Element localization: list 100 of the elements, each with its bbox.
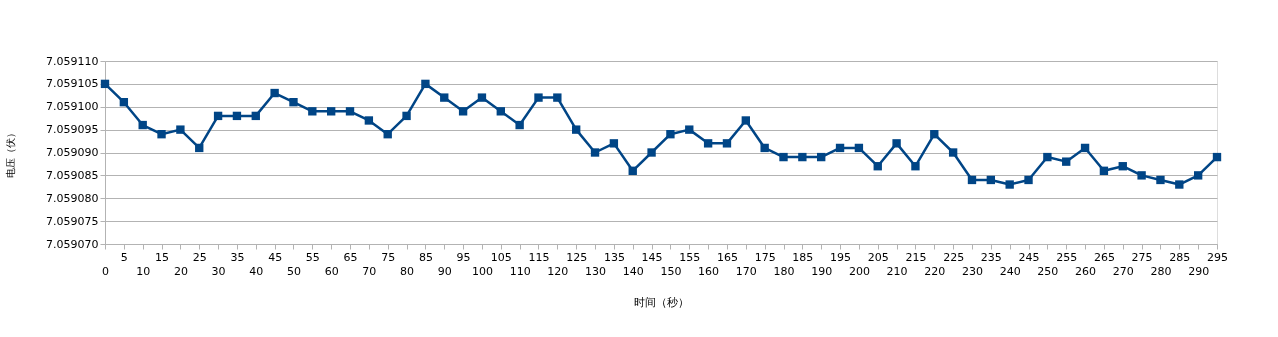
x-tick-label: 250 [1037, 264, 1059, 278]
x-tick-label: 125 [566, 250, 588, 264]
point [1156, 175, 1165, 185]
point [628, 166, 637, 175]
point [609, 139, 619, 148]
point [873, 162, 882, 171]
point [496, 107, 505, 116]
x-tick-label: 50 [286, 264, 301, 278]
x-tick-label: 35 [230, 250, 245, 264]
point [741, 116, 750, 125]
x-tick-label: 55 [305, 250, 320, 264]
x-tick-label: 180 [773, 264, 795, 278]
point [948, 148, 958, 157]
point [1062, 157, 1071, 166]
point [798, 152, 807, 162]
y-tick-label: 7.059070 [46, 237, 99, 251]
x-tick-label: 275 [1131, 250, 1153, 264]
point [326, 107, 336, 116]
x-tick-label: 220 [924, 264, 946, 278]
point [722, 139, 732, 148]
point [967, 175, 977, 185]
x-tick-label: 225 [943, 250, 965, 264]
x-tick-label: 265 [1093, 250, 1115, 264]
point [119, 97, 129, 107]
point [100, 79, 110, 89]
x-tick-label: 290 [1188, 264, 1210, 278]
x-tick-label: 95 [456, 250, 471, 264]
x-tick-label: 185 [792, 250, 814, 264]
x-tick-label: 155 [679, 250, 701, 264]
point [1043, 152, 1052, 162]
x-tick-label: 170 [735, 264, 757, 278]
y-axis-title: 电压（伏） [5, 128, 17, 178]
x-tick-label: 135 [603, 250, 625, 264]
point [1212, 152, 1222, 162]
point [232, 111, 242, 121]
x-tick-label: 115 [528, 250, 550, 264]
point [553, 93, 562, 102]
x-tick-label: 120 [547, 264, 569, 278]
x-tick-label: 195 [830, 250, 852, 264]
point [986, 175, 996, 185]
point [176, 125, 185, 134]
x-tick-label: 270 [1112, 264, 1134, 278]
x-tick-label: 25 [192, 250, 207, 264]
point [270, 88, 279, 98]
point [138, 120, 147, 130]
point [364, 116, 374, 125]
point [1193, 171, 1203, 180]
point [817, 152, 826, 162]
point [477, 93, 487, 102]
x-tick-label: 260 [1075, 264, 1097, 278]
x-tick-label: 285 [1169, 250, 1191, 264]
y-tick-label: 7.059075 [46, 214, 99, 228]
point [892, 139, 901, 148]
x-tick-label: 230 [961, 264, 983, 278]
y-tick-label: 7.059110 [46, 54, 99, 68]
x-tick-label: 245 [1018, 250, 1040, 264]
y-tick-label: 7.059105 [46, 77, 99, 91]
x-tick-label: 70 [362, 264, 377, 278]
x-tick-label: 145 [641, 250, 663, 264]
x-tick-label: 75 [381, 250, 396, 264]
x-tick-label: 150 [660, 264, 682, 278]
point [458, 107, 468, 116]
x-tick-label: 60 [324, 264, 339, 278]
x-tick-label: 0 [102, 264, 109, 278]
point [685, 125, 694, 134]
point [779, 152, 788, 162]
point [308, 107, 317, 116]
x-tick-label: 280 [1150, 264, 1172, 278]
x-tick-label: 205 [867, 250, 889, 264]
x-tick-label: 10 [136, 264, 151, 278]
x-tick-label: 65 [343, 250, 358, 264]
x-tick-label: 235 [980, 250, 1002, 264]
x-tick-label: 5 [120, 250, 128, 264]
x-tick-label: 90 [437, 264, 452, 278]
point [1080, 143, 1090, 153]
point [835, 143, 845, 153]
x-tick-label: 105 [490, 250, 512, 264]
y-tick-label: 7.059095 [46, 123, 99, 137]
point [251, 111, 260, 121]
y-tick-label: 7.059080 [46, 191, 99, 205]
x-tick-label: 130 [585, 264, 607, 278]
point [515, 120, 524, 130]
point [383, 130, 392, 139]
point [647, 148, 656, 157]
x-tick-label: 30 [211, 264, 226, 278]
x-tick-label: 85 [418, 250, 433, 264]
x-tick-label: 40 [249, 264, 264, 278]
point [1137, 171, 1146, 180]
x-tick-label: 215 [905, 250, 927, 264]
x-axis-title: 时间（秒） [634, 295, 689, 309]
x-tick-label: 200 [848, 264, 870, 278]
point [289, 97, 298, 107]
x-tick-label: 210 [886, 264, 908, 278]
x-tick-label: 175 [754, 250, 776, 264]
point [157, 130, 166, 139]
point [1175, 180, 1184, 189]
x-tick-label: 165 [716, 250, 738, 264]
point [703, 139, 713, 148]
point [345, 107, 355, 116]
x-tick-label: 255 [1056, 250, 1078, 264]
